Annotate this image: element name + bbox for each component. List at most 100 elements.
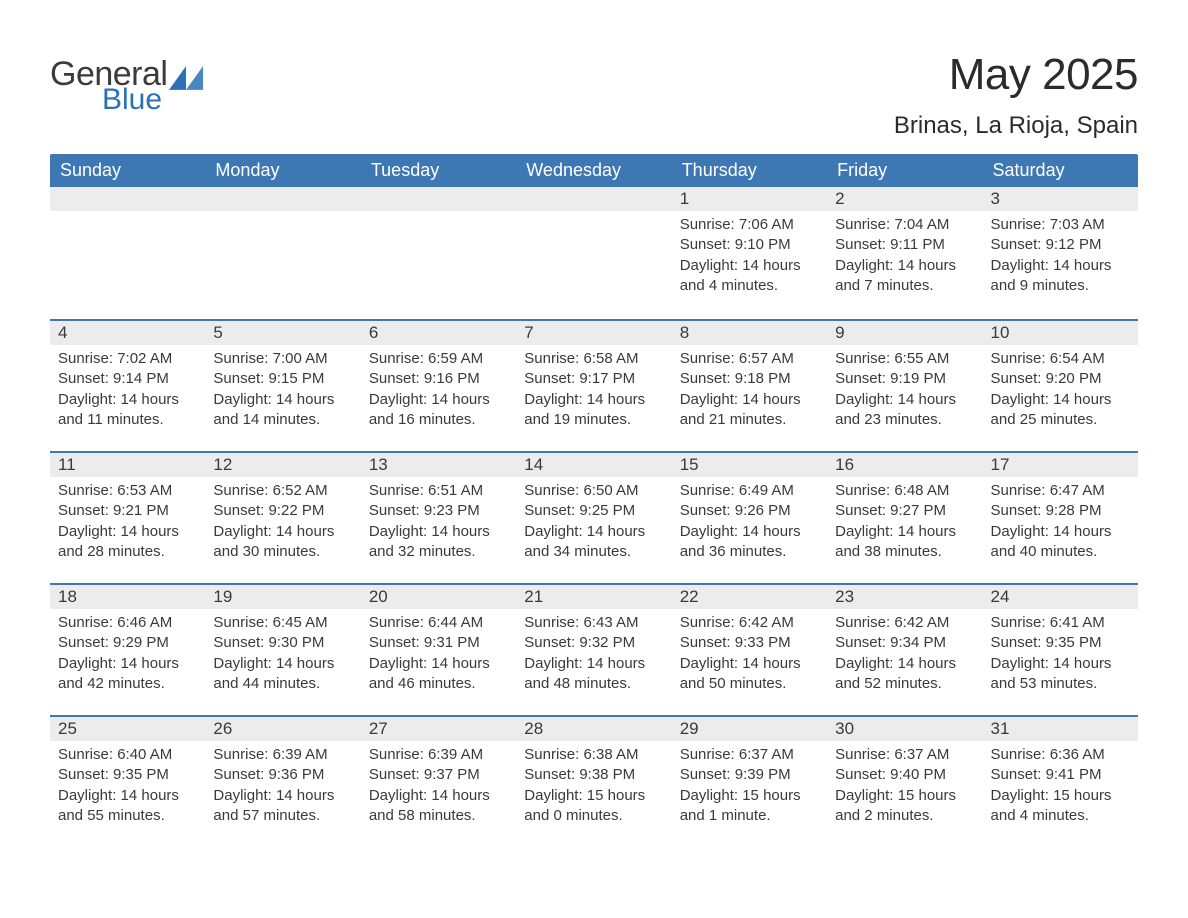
sunrise-line: Sunrise: 7:06 AM xyxy=(680,215,819,235)
daylight-line: Daylight: 14 hours and 46 minutes. xyxy=(369,654,508,695)
calendar-week-row: 11Sunrise: 6:53 AMSunset: 9:21 PMDayligh… xyxy=(50,451,1138,583)
day-body: Sunrise: 6:54 AMSunset: 9:20 PMDaylight:… xyxy=(983,345,1138,430)
day-number-bar: 26 xyxy=(205,715,360,741)
calendar-day-cell: 10Sunrise: 6:54 AMSunset: 9:20 PMDayligh… xyxy=(983,319,1138,451)
day-number-bar: 15 xyxy=(672,451,827,477)
sunrise-line: Sunrise: 6:47 AM xyxy=(991,481,1130,501)
calendar-day-cell: 5Sunrise: 7:00 AMSunset: 9:15 PMDaylight… xyxy=(205,319,360,451)
sunrise-line: Sunrise: 6:48 AM xyxy=(835,481,974,501)
day-number-bar: 14 xyxy=(516,451,671,477)
logo-word-blue: Blue xyxy=(102,87,167,113)
sunset-line: Sunset: 9:27 PM xyxy=(835,501,974,521)
day-number-bar: 10 xyxy=(983,319,1138,345)
day-number-bar: 11 xyxy=(50,451,205,477)
calendar-day-cell: 6Sunrise: 6:59 AMSunset: 9:16 PMDaylight… xyxy=(361,319,516,451)
day-number-bar xyxy=(50,187,205,211)
calendar-week-row: 25Sunrise: 6:40 AMSunset: 9:35 PMDayligh… xyxy=(50,715,1138,847)
day-body: Sunrise: 6:55 AMSunset: 9:19 PMDaylight:… xyxy=(827,345,982,430)
calendar-day-cell: 22Sunrise: 6:42 AMSunset: 9:33 PMDayligh… xyxy=(672,583,827,715)
daylight-line: Daylight: 14 hours and 50 minutes. xyxy=(680,654,819,695)
calendar-week-row: 4Sunrise: 7:02 AMSunset: 9:14 PMDaylight… xyxy=(50,319,1138,451)
day-body: Sunrise: 7:03 AMSunset: 9:12 PMDaylight:… xyxy=(983,211,1138,296)
sunrise-line: Sunrise: 6:54 AM xyxy=(991,349,1130,369)
daylight-line: Daylight: 14 hours and 44 minutes. xyxy=(213,654,352,695)
day-body: Sunrise: 6:59 AMSunset: 9:16 PMDaylight:… xyxy=(361,345,516,430)
sunrise-line: Sunrise: 6:39 AM xyxy=(369,745,508,765)
daylight-line: Daylight: 14 hours and 9 minutes. xyxy=(991,256,1130,297)
sunrise-line: Sunrise: 6:42 AM xyxy=(680,613,819,633)
sunset-line: Sunset: 9:35 PM xyxy=(991,633,1130,653)
calendar-day-cell: 13Sunrise: 6:51 AMSunset: 9:23 PMDayligh… xyxy=(361,451,516,583)
day-number-bar: 8 xyxy=(672,319,827,345)
logo: General Blue xyxy=(50,50,203,112)
daylight-line: Daylight: 14 hours and 32 minutes. xyxy=(369,522,508,563)
day-number-bar xyxy=(516,187,671,211)
calendar-day-cell: 14Sunrise: 6:50 AMSunset: 9:25 PMDayligh… xyxy=(516,451,671,583)
day-body: Sunrise: 6:41 AMSunset: 9:35 PMDaylight:… xyxy=(983,609,1138,694)
day-body: Sunrise: 6:57 AMSunset: 9:18 PMDaylight:… xyxy=(672,345,827,430)
daylight-line: Daylight: 14 hours and 55 minutes. xyxy=(58,786,197,827)
weekday-header: Sunday xyxy=(50,154,205,187)
calendar-day-cell: 15Sunrise: 6:49 AMSunset: 9:26 PMDayligh… xyxy=(672,451,827,583)
daylight-line: Daylight: 14 hours and 30 minutes. xyxy=(213,522,352,563)
daylight-line: Daylight: 14 hours and 40 minutes. xyxy=(991,522,1130,563)
month-title: May 2025 xyxy=(894,50,1138,100)
day-number-bar: 30 xyxy=(827,715,982,741)
sunrise-line: Sunrise: 6:57 AM xyxy=(680,349,819,369)
day-body: Sunrise: 7:02 AMSunset: 9:14 PMDaylight:… xyxy=(50,345,205,430)
daylight-line: Daylight: 14 hours and 34 minutes. xyxy=(524,522,663,563)
day-body: Sunrise: 6:53 AMSunset: 9:21 PMDaylight:… xyxy=(50,477,205,562)
daylight-line: Daylight: 14 hours and 36 minutes. xyxy=(680,522,819,563)
calendar-day-cell: 7Sunrise: 6:58 AMSunset: 9:17 PMDaylight… xyxy=(516,319,671,451)
day-number-bar: 18 xyxy=(50,583,205,609)
sunrise-line: Sunrise: 6:36 AM xyxy=(991,745,1130,765)
weekday-header: Wednesday xyxy=(516,154,671,187)
day-number-bar: 5 xyxy=(205,319,360,345)
sunset-line: Sunset: 9:34 PM xyxy=(835,633,974,653)
daylight-line: Daylight: 14 hours and 14 minutes. xyxy=(213,390,352,431)
sunset-line: Sunset: 9:39 PM xyxy=(680,765,819,785)
day-body: Sunrise: 7:06 AMSunset: 9:10 PMDaylight:… xyxy=(672,211,827,296)
sunrise-line: Sunrise: 7:03 AM xyxy=(991,215,1130,235)
calendar-day-cell: 9Sunrise: 6:55 AMSunset: 9:19 PMDaylight… xyxy=(827,319,982,451)
day-number-bar: 22 xyxy=(672,583,827,609)
day-number-bar: 20 xyxy=(361,583,516,609)
sunset-line: Sunset: 9:28 PM xyxy=(991,501,1130,521)
sunrise-line: Sunrise: 6:50 AM xyxy=(524,481,663,501)
sunset-line: Sunset: 9:19 PM xyxy=(835,369,974,389)
day-body: Sunrise: 6:43 AMSunset: 9:32 PMDaylight:… xyxy=(516,609,671,694)
day-number-bar xyxy=(361,187,516,211)
calendar-day-cell: 21Sunrise: 6:43 AMSunset: 9:32 PMDayligh… xyxy=(516,583,671,715)
weekday-header-row: Sunday Monday Tuesday Wednesday Thursday… xyxy=(50,154,1138,187)
sunrise-line: Sunrise: 6:40 AM xyxy=(58,745,197,765)
calendar-day-cell xyxy=(516,187,671,319)
calendar-day-cell: 30Sunrise: 6:37 AMSunset: 9:40 PMDayligh… xyxy=(827,715,982,847)
day-body: Sunrise: 6:42 AMSunset: 9:34 PMDaylight:… xyxy=(827,609,982,694)
day-body: Sunrise: 6:42 AMSunset: 9:33 PMDaylight:… xyxy=(672,609,827,694)
day-number-bar xyxy=(205,187,360,211)
day-number-bar: 9 xyxy=(827,319,982,345)
daylight-line: Daylight: 15 hours and 0 minutes. xyxy=(524,786,663,827)
daylight-line: Daylight: 14 hours and 19 minutes. xyxy=(524,390,663,431)
header: General Blue May 2025 Brinas, La Rioja, … xyxy=(50,50,1138,146)
calendar-day-cell xyxy=(50,187,205,319)
sunset-line: Sunset: 9:31 PM xyxy=(369,633,508,653)
calendar-day-cell: 4Sunrise: 7:02 AMSunset: 9:14 PMDaylight… xyxy=(50,319,205,451)
day-number-bar: 13 xyxy=(361,451,516,477)
calendar-day-cell xyxy=(361,187,516,319)
sunset-line: Sunset: 9:26 PM xyxy=(680,501,819,521)
day-number-bar: 25 xyxy=(50,715,205,741)
daylight-line: Daylight: 14 hours and 7 minutes. xyxy=(835,256,974,297)
day-number-bar: 3 xyxy=(983,187,1138,211)
sunrise-line: Sunrise: 6:51 AM xyxy=(369,481,508,501)
calendar-day-cell: 12Sunrise: 6:52 AMSunset: 9:22 PMDayligh… xyxy=(205,451,360,583)
day-body: Sunrise: 6:49 AMSunset: 9:26 PMDaylight:… xyxy=(672,477,827,562)
weekday-header: Friday xyxy=(827,154,982,187)
calendar-day-cell: 28Sunrise: 6:38 AMSunset: 9:38 PMDayligh… xyxy=(516,715,671,847)
sunset-line: Sunset: 9:32 PM xyxy=(524,633,663,653)
sunrise-line: Sunrise: 6:53 AM xyxy=(58,481,197,501)
day-body: Sunrise: 6:47 AMSunset: 9:28 PMDaylight:… xyxy=(983,477,1138,562)
sunset-line: Sunset: 9:14 PM xyxy=(58,369,197,389)
sunrise-line: Sunrise: 6:59 AM xyxy=(369,349,508,369)
sunset-line: Sunset: 9:36 PM xyxy=(213,765,352,785)
